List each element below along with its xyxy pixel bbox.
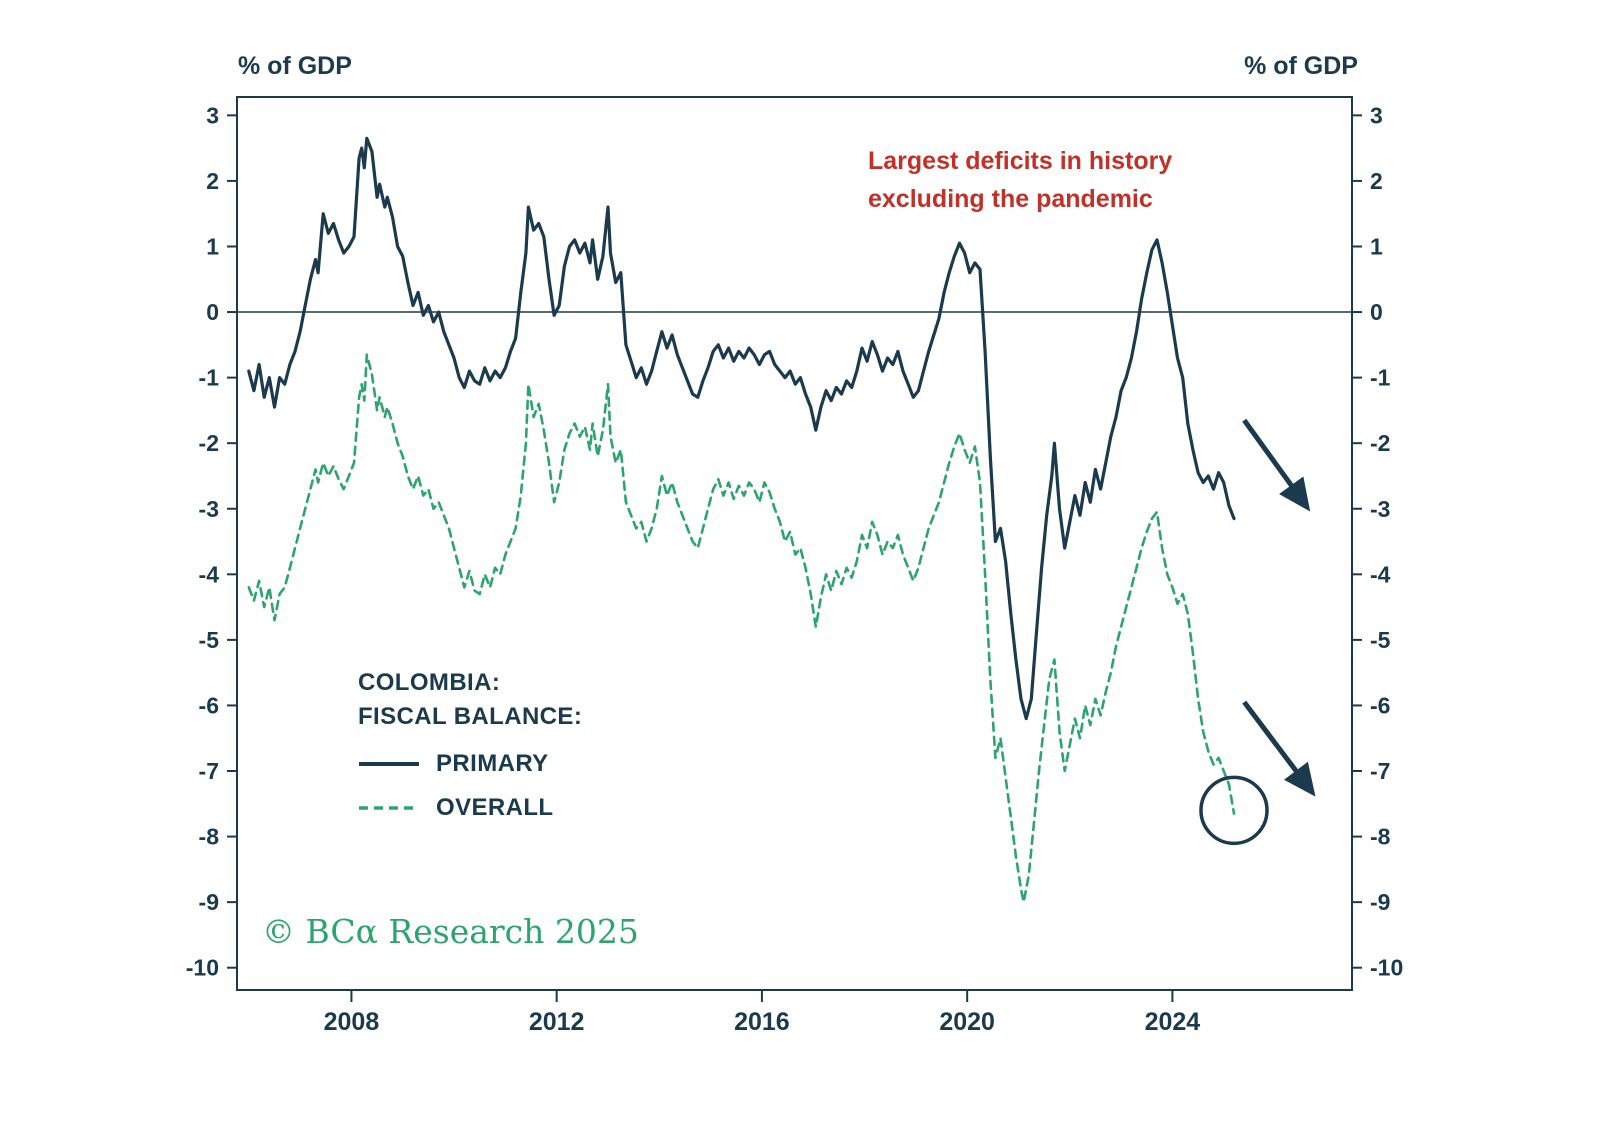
y-tick-label-left: -5	[199, 627, 220, 653]
y-tick-label-left: 0	[206, 299, 219, 325]
y-tick-label-left: -6	[199, 692, 219, 718]
y-tick-label-right: -4	[1370, 561, 1391, 587]
trend-arrow-1	[1242, 418, 1311, 512]
y-tick-label-right: -10	[1370, 955, 1403, 981]
highlight-circle	[1199, 775, 1269, 846]
annotation-line-2: excluding the pandemic	[868, 185, 1153, 213]
y-tick-label-right: -1	[1370, 365, 1391, 391]
y-tick-label-right: 0	[1370, 299, 1383, 325]
legend-label-primary: PRIMARY	[436, 750, 549, 777]
y-tick-label-left: -3	[199, 496, 219, 522]
primary-series-line	[247, 136, 1236, 721]
y-tick-label-left: 2	[206, 168, 219, 194]
y-tick-label-right: -2	[1370, 430, 1390, 456]
y-tick-label-left: 1	[206, 233, 219, 259]
x-tick-label: 2016	[734, 1008, 790, 1036]
x-tick-label: 2008	[324, 1008, 380, 1036]
y-tick-label-left: -1	[199, 365, 220, 391]
y-tick-label-right: 1	[1370, 233, 1383, 259]
y-tick-label-right: 3	[1370, 102, 1383, 128]
y-tick-label-left: -7	[199, 758, 219, 784]
legend-heading-line1: COLOMBIA:	[358, 669, 501, 696]
y-tick-label-right: -6	[1370, 692, 1390, 718]
annotation-text: Largest deficits in history excluding th…	[868, 142, 1172, 218]
y-tick-label-right: -9	[1370, 889, 1390, 915]
y-tick-label-left: -10	[186, 955, 219, 981]
x-tick-label: 2020	[939, 1008, 995, 1036]
y-tick-label-left: -2	[199, 430, 219, 456]
overall-line-swatch	[359, 806, 419, 810]
y-tick-label-right: -8	[1370, 824, 1391, 850]
trend-arrow-2	[1242, 700, 1316, 797]
legend-item-primary: PRIMARY	[358, 750, 582, 778]
y-tick-label-right: -5	[1370, 627, 1391, 653]
x-tick-label: 2024	[1145, 1008, 1201, 1036]
y-axis-title-left: % of GDP	[238, 52, 352, 80]
y-tick-label-left: -9	[199, 889, 219, 915]
overall-series-line	[247, 353, 1236, 904]
legend-label-overall: OVERALL	[436, 794, 554, 821]
y-tick-label-left: -8	[199, 824, 220, 850]
copyright-text: © BCα Research 2025	[262, 912, 639, 951]
x-tick-label: 2012	[529, 1008, 585, 1036]
y-tick-label-left: 3	[206, 102, 219, 128]
plot-frame	[236, 96, 1353, 991]
legend-item-overall: OVERALL	[358, 794, 582, 822]
y-tick-label-right: 2	[1370, 168, 1383, 194]
primary-line-swatch	[359, 762, 419, 766]
y-tick-label-right: -7	[1370, 758, 1390, 784]
y-tick-label-left: -4	[199, 561, 220, 587]
legend-heading-line2: FISCAL BALANCE:	[358, 703, 583, 730]
legend: COLOMBIA: FISCAL BALANCE: PRIMARY OVERAL…	[358, 666, 582, 822]
y-axis-title-right: % of GDP	[1244, 52, 1358, 80]
y-tick-label-right: -3	[1370, 496, 1390, 522]
annotation-line-1: Largest deficits in history	[868, 147, 1173, 175]
